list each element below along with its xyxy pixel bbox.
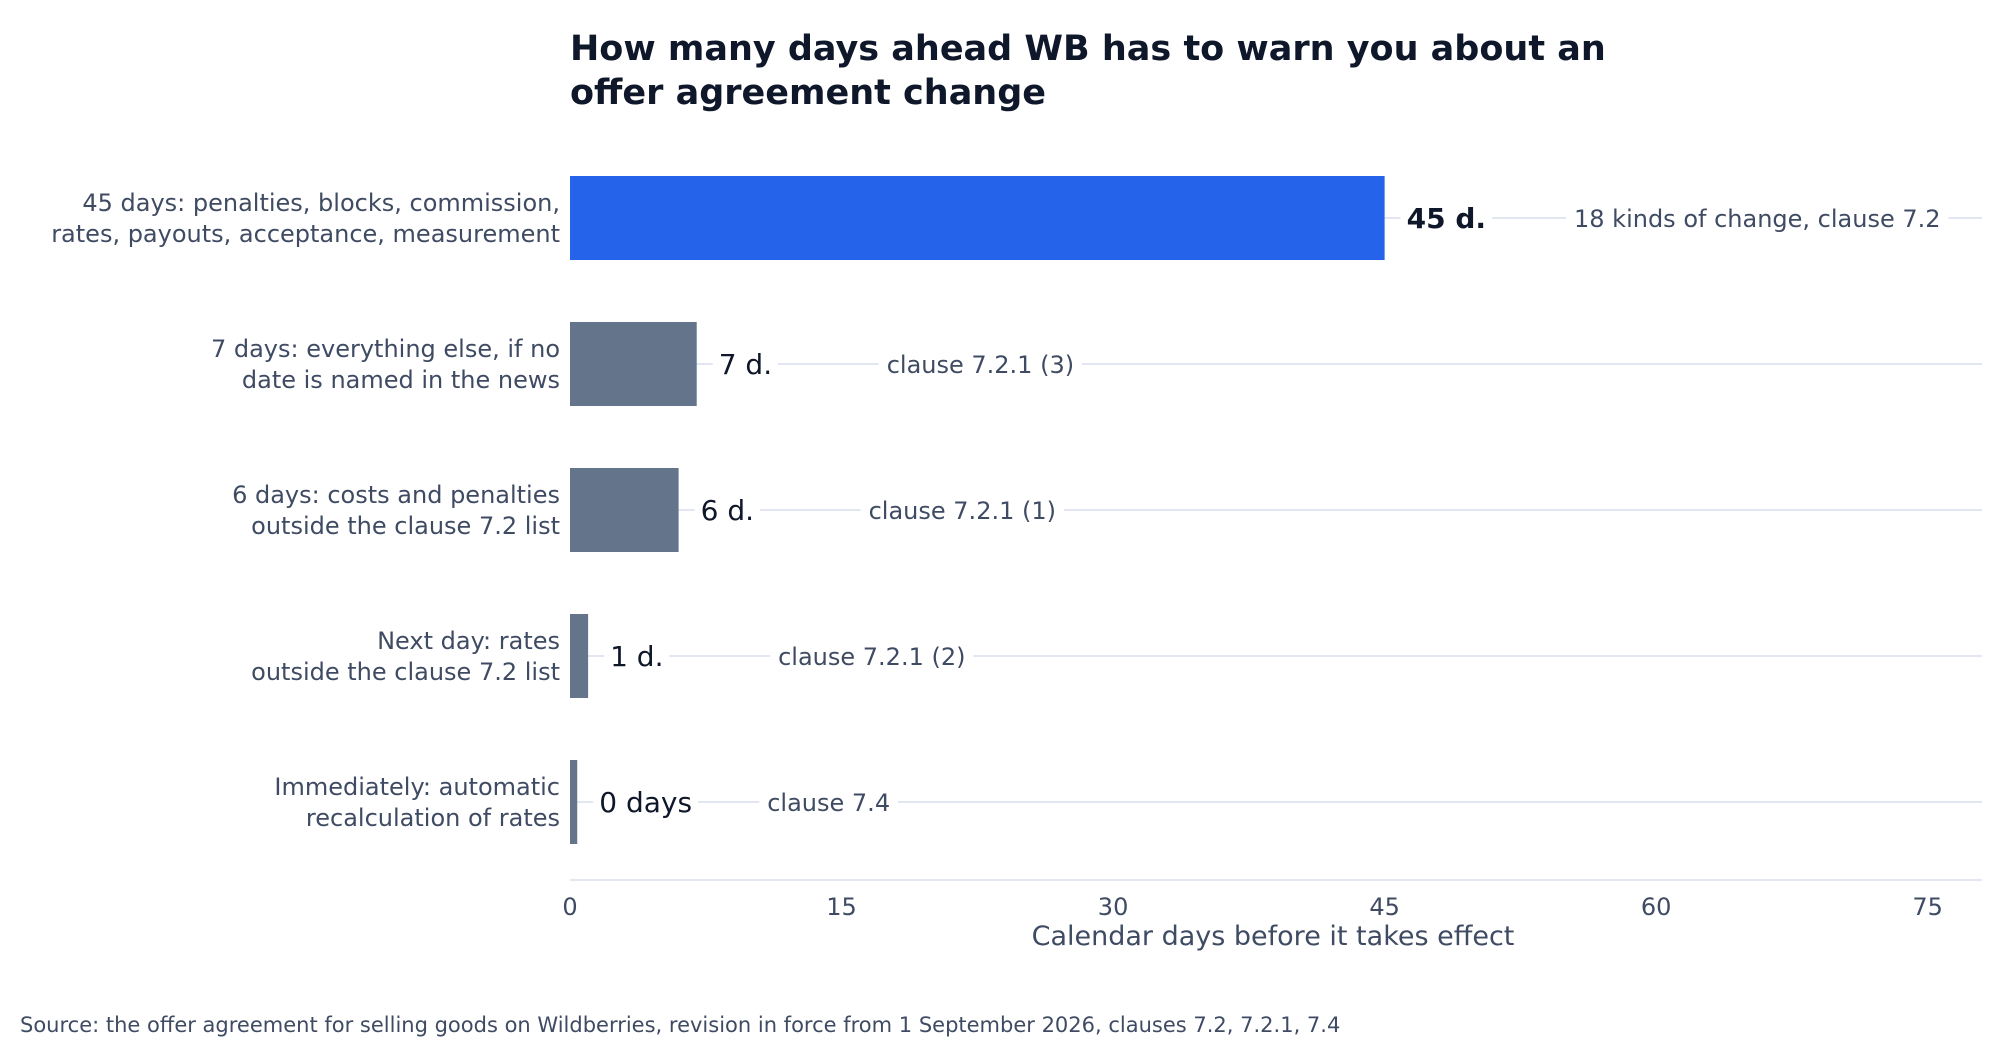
x-tick-label: 30: [1098, 893, 1129, 921]
bars: [570, 176, 1385, 844]
category-label: 45 days: penalties, blocks, commission,: [82, 189, 560, 217]
note-label: clause 7.2.1 (3): [887, 351, 1074, 379]
chart-title-line: offer agreement change: [570, 73, 1046, 113]
value-label: 0 days: [599, 786, 692, 819]
source-note: Source: the offer agreement for selling …: [20, 1013, 1340, 1037]
chart-title: How many days ahead WB has to warn you a…: [570, 29, 1606, 113]
note-label-backing: [1566, 203, 1949, 235]
note-label-backing: [860, 495, 1064, 527]
note-label: clause 7.2.1 (1): [869, 497, 1056, 525]
note-label-backing: [770, 641, 974, 673]
category-label: outside the clause 7.2 list: [251, 512, 560, 540]
chart-title-line: How many days ahead WB has to warn you a…: [570, 29, 1606, 69]
category-label: rates, payouts, acceptance, measurement: [51, 220, 560, 248]
category-label: outside the clause 7.2 list: [251, 658, 560, 686]
x-axis-title: Calendar days before it takes effect: [1032, 921, 1515, 952]
value-label-backing: [593, 784, 699, 821]
category-label: date is named in the news: [242, 366, 560, 394]
x-tick-label: 0: [562, 893, 577, 921]
bar: [570, 176, 1385, 260]
note-label: clause 7.4: [767, 789, 890, 817]
bar: [570, 468, 679, 552]
x-axis: 0 15 30 45 60 75: [562, 879, 1982, 921]
x-tick-label: 75: [1912, 893, 1943, 921]
value-label: 45 d.: [1407, 202, 1486, 235]
value-label: 6 d.: [701, 494, 754, 527]
category-label: 7 days: everything else, if no: [211, 335, 560, 363]
bar: [570, 322, 697, 406]
x-tick-label: 45: [1369, 893, 1400, 921]
value-label: 1 d.: [610, 640, 663, 673]
category-label: recalculation of rates: [306, 804, 560, 832]
value-label-backing: [694, 492, 761, 529]
category-label: Next day: rates: [377, 627, 560, 655]
note-label: clause 7.2.1 (2): [778, 643, 965, 671]
value-label-backing: [712, 346, 779, 383]
labels: 45 d. 18 kinds of change, clause 7.2 45 da…: [51, 189, 1949, 832]
note-label: 18 kinds of change, clause 7.2: [1574, 205, 1941, 233]
x-tick-label: 15: [826, 893, 857, 921]
note-label-backing: [759, 787, 899, 819]
note-label-backing: [878, 349, 1083, 381]
value-label-backing: [604, 638, 670, 675]
bar: [570, 760, 578, 844]
category-label: 6 days: costs and penalties: [232, 481, 560, 509]
guide-lines: [570, 217, 1982, 803]
value-label-backing: [1400, 200, 1493, 237]
bar: [570, 614, 589, 698]
value-label: 7 d.: [719, 348, 772, 381]
category-label: Immediately: automatic: [274, 773, 560, 801]
x-tick-label: 60: [1641, 893, 1672, 921]
